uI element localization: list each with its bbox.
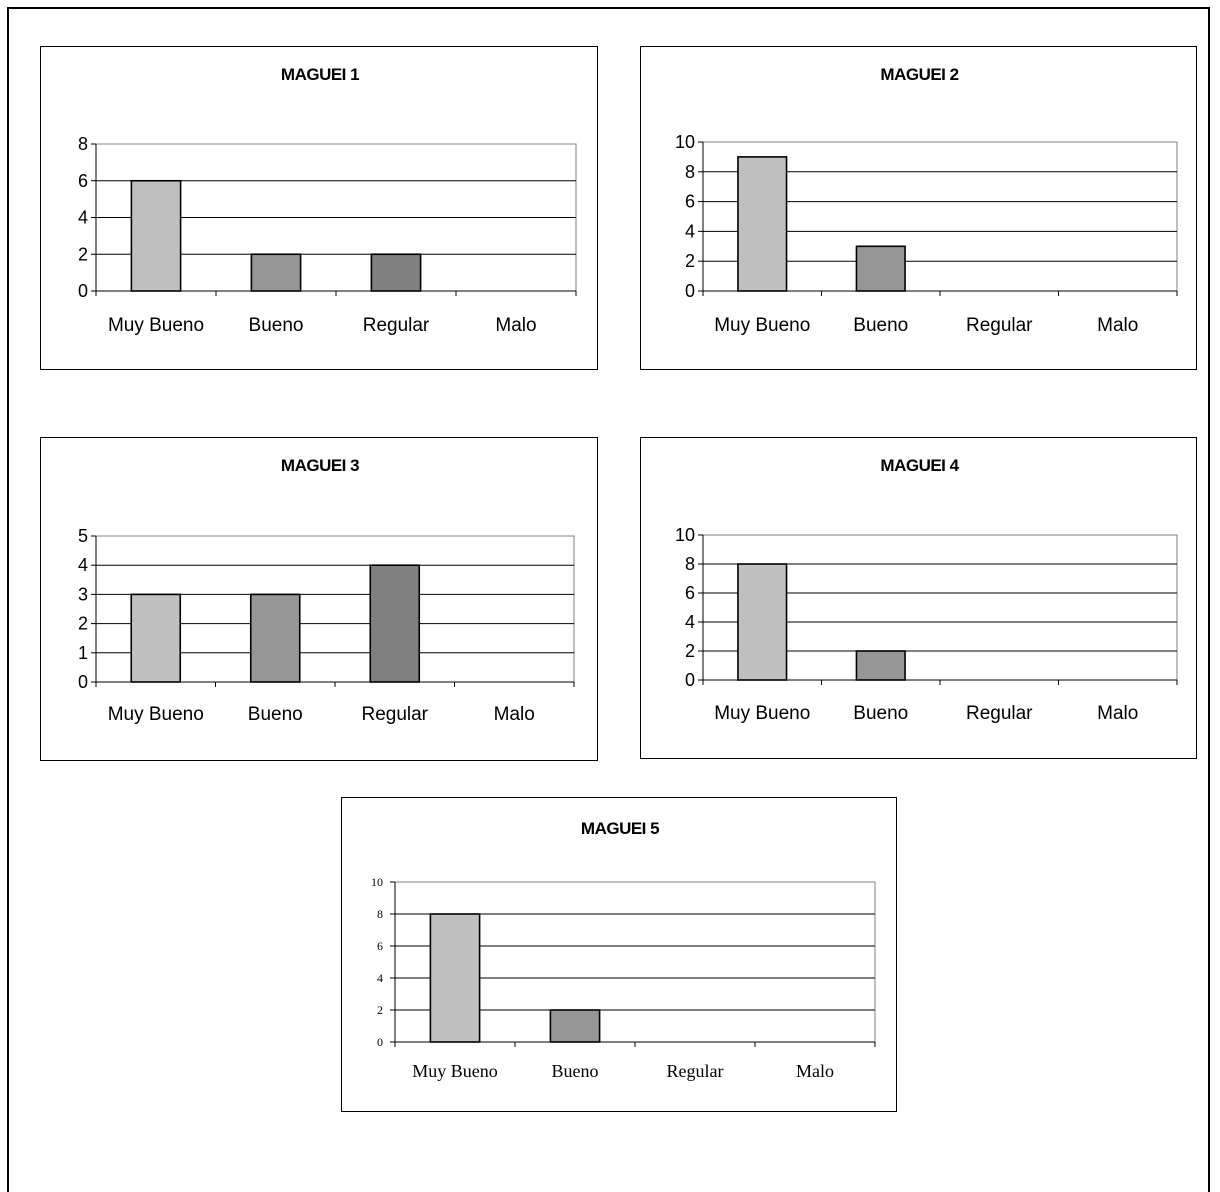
category-label: Regular — [363, 315, 430, 336]
category-label: Malo — [494, 704, 535, 725]
chart-maguei-3: MAGUEI 3 0 1 2 3 4 5 Muy Bueno Bueno Regular Malo — [40, 437, 598, 761]
bar-regular — [369, 564, 421, 683]
category-label: Malo — [495, 315, 536, 336]
y-tick-label: 2 — [78, 614, 88, 634]
y-tick-label: 8 — [377, 907, 383, 921]
y-tick-label: 8 — [78, 134, 88, 154]
category-label: Regular — [966, 703, 1033, 724]
category-label: Bueno — [249, 315, 304, 336]
y-tick-label: 2 — [377, 1003, 383, 1017]
bar-muy-bueno — [737, 563, 788, 681]
bar-regular — [370, 253, 422, 292]
y-tick-label: 6 — [377, 939, 383, 953]
category-label: Muy Bueno — [412, 1061, 498, 1081]
chart-maguei-2-svg: MAGUEI 2 0 2 4 6 8 10 Muy Bueno Bueno Regular Malo — [675, 65, 1178, 336]
bar-muy-bueno — [737, 156, 788, 292]
y-tick-label: 10 — [675, 525, 695, 545]
y-tick-label: 10 — [675, 132, 695, 152]
y-tick-label: 0 — [377, 1035, 383, 1049]
y-tick-label: 6 — [685, 192, 695, 212]
category-label: Muy Bueno — [714, 703, 810, 724]
y-tick-label: 0 — [685, 670, 695, 690]
chart-title: MAGUEI 5 — [581, 819, 659, 838]
chart-maguei-1-svg: MAGUEI 1 0 2 4 6 8 Muy Bueno Bueno Regular Malo — [78, 65, 577, 336]
chart-maguei-5-svg: MAGUEI 5 0 2 4 6 8 10 Muy Bueno Bueno Regular Malo — [371, 819, 876, 1081]
y-tick-label: 2 — [78, 244, 88, 264]
category-label: Bueno — [853, 315, 908, 336]
bar-bueno — [855, 650, 906, 681]
y-tick-label: 2 — [685, 251, 695, 271]
category-label: Malo — [1097, 703, 1138, 724]
category-label: Malo — [796, 1061, 834, 1081]
chart-title: MAGUEI 3 — [281, 456, 359, 475]
bar-muy-bueno — [130, 593, 182, 683]
chart-maguei-4: MAGUEI 4 0 2 4 6 8 10 Muy Bueno Bueno Regular Malo — [640, 437, 1197, 759]
y-tick-label: 3 — [78, 584, 88, 604]
bar-bueno — [549, 1009, 601, 1043]
category-label: Malo — [1097, 315, 1138, 336]
chart-maguei-3-svg: MAGUEI 3 0 1 2 3 4 5 Muy Bueno Bueno Regular Malo — [78, 456, 575, 725]
category-label: Regular — [966, 315, 1033, 336]
category-label: Muy Bueno — [714, 315, 810, 336]
y-tick-label: 4 — [78, 555, 88, 575]
y-tick-label: 4 — [685, 612, 695, 632]
y-tick-label: 6 — [685, 583, 695, 603]
bar-muy-bueno — [130, 179, 182, 292]
y-tick-label: 4 — [78, 208, 88, 228]
y-tick-label: 4 — [377, 971, 383, 985]
page-frame — [7, 7, 1210, 1192]
category-label: Regular — [361, 704, 428, 725]
y-tick-label: 4 — [685, 221, 695, 241]
chart-maguei-1: MAGUEI 1 0 2 4 6 8 Muy Bueno Bueno Regular Malo — [40, 46, 598, 370]
chart-title: MAGUEI 2 — [880, 65, 958, 84]
bar-bueno — [855, 245, 906, 292]
y-tick-label: 0 — [685, 281, 695, 301]
category-label: Bueno — [552, 1061, 599, 1081]
bar-muy-bueno — [429, 913, 481, 1043]
y-tick-label: 10 — [371, 875, 383, 889]
chart-maguei-2: MAGUEI 2 0 2 4 6 8 10 Muy Bueno Bueno Regular Malo — [640, 46, 1197, 370]
category-label: Bueno — [248, 704, 303, 725]
y-tick-label: 2 — [685, 641, 695, 661]
chart-title: MAGUEI 1 — [281, 65, 359, 84]
chart-title: MAGUEI 4 — [880, 456, 959, 475]
y-tick-label: 0 — [78, 281, 88, 301]
bar-bueno — [249, 593, 301, 683]
chart-maguei-5: MAGUEI 5 0 2 4 6 8 10 Muy Bueno Bueno Regular Malo — [341, 797, 897, 1112]
y-tick-label: 0 — [78, 672, 88, 692]
category-label: Muy Bueno — [108, 315, 204, 336]
category-label: Bueno — [853, 703, 908, 724]
bar-bueno — [250, 253, 302, 292]
y-tick-label: 1 — [78, 643, 88, 663]
category-label: Muy Bueno — [108, 704, 204, 725]
chart-maguei-4-svg: MAGUEI 4 0 2 4 6 8 10 Muy Bueno Bueno Regular Malo — [675, 456, 1178, 724]
y-tick-label: 8 — [685, 162, 695, 182]
y-tick-label: 6 — [78, 171, 88, 191]
category-label: Regular — [667, 1061, 724, 1081]
y-tick-label: 5 — [78, 526, 88, 546]
y-tick-label: 8 — [685, 554, 695, 574]
